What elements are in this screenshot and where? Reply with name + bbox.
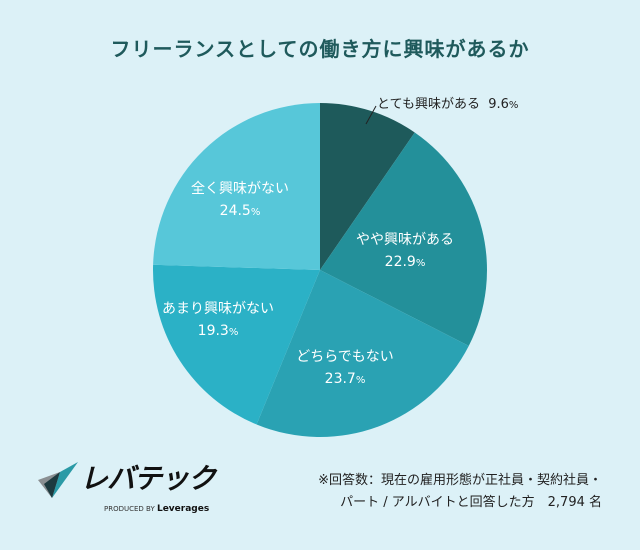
percent-unit: % [250, 207, 261, 218]
percent-unit: % [415, 258, 426, 269]
note-line-1: ※回答数：現在の雇用形態が正社員・契約社員・ [318, 473, 602, 488]
slice-label-3: あまり興味がない 19.3% [162, 298, 274, 342]
leader-line [365, 105, 377, 125]
chart-title: フリーランスとしての働き方に興味があるか [110, 37, 530, 61]
slice-label-4: 全く興味がない 24.5% [191, 178, 289, 222]
pie-slice-1 [320, 132, 487, 346]
pie-slice-2 [256, 270, 469, 437]
note-line-2: パート / アルバイトと回答した方 2,794 名 [340, 495, 602, 510]
slice-name: あまり興味がない [162, 301, 274, 317]
logo-sub-name: Leverages [156, 504, 210, 514]
slice-value: 19.3% [197, 323, 239, 339]
pie-slice-0 [320, 103, 415, 270]
pie-slice-3 [153, 264, 320, 425]
slice-name: とても興味がある [377, 97, 480, 112]
pie-slice-4 [153, 103, 320, 270]
slice-value: 23.7% [324, 371, 366, 387]
logo-sub: PRODUCED BY Leverages [104, 502, 209, 516]
slice-label-0: とても興味がある 9.6% [377, 94, 518, 116]
slice-value: 22.9% [384, 254, 426, 270]
slice-name: やや興味がある [356, 232, 454, 248]
slice-value: 9.6% [488, 97, 519, 112]
respondent-note: ※回答数：現在の雇用形態が正社員・契約社員・ パート / アルバイトと回答した方… [318, 470, 602, 514]
logo-brand: レバテック [80, 462, 216, 495]
slice-value: 24.5% [219, 203, 261, 219]
slice-label-2: どちらでもない 23.7% [296, 346, 394, 390]
logo-sub-prefix: PRODUCED BY [104, 505, 155, 513]
slice-name: どちらでもない [296, 349, 394, 365]
percent-unit: % [228, 327, 239, 338]
levtech-logo-icon [38, 462, 78, 498]
slice-name: 全く興味がない [191, 181, 289, 197]
percent-unit: % [508, 100, 519, 111]
percent-unit: % [355, 375, 366, 386]
slice-label-1: やや興味がある 22.9% [356, 229, 454, 273]
